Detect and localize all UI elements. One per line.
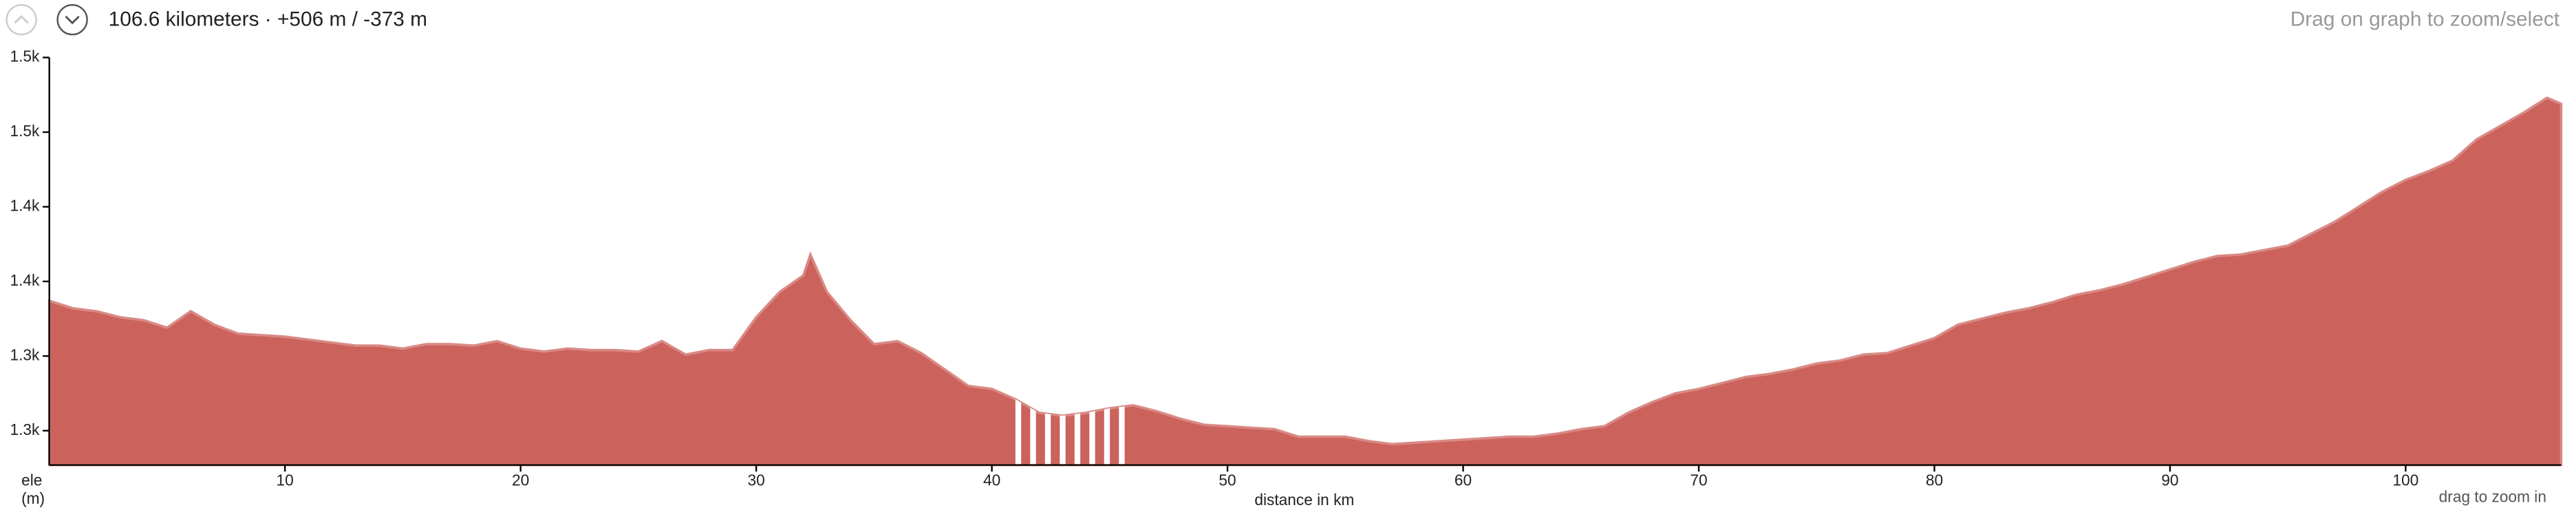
y-tick-label: 1.3k: [10, 420, 41, 438]
y-axis-label: (m): [21, 489, 45, 507]
x-tick-label: 80: [1926, 471, 1943, 489]
zoom-hint: Drag on graph to zoom/select: [2290, 8, 2560, 31]
x-axis-label: distance in km: [1254, 491, 1354, 509]
highlight-stripe: [1015, 98, 1022, 465]
x-tick-label: 70: [1690, 471, 1707, 489]
chevron-up: [14, 14, 29, 24]
highlight-stripe: [1119, 98, 1125, 465]
x-tick-label: 60: [1455, 471, 1472, 489]
y-tick-label: 1.3k: [10, 345, 41, 363]
chevron-down: [65, 15, 80, 25]
highlight-stripe: [1089, 98, 1095, 465]
x-tick-label: 10: [277, 471, 294, 489]
x-tick-label: 30: [748, 471, 765, 489]
x-tick-label: 50: [1219, 471, 1236, 489]
y-tick-label: 1.4k: [10, 196, 41, 214]
x-tick-label: 100: [2393, 471, 2419, 489]
x-tick-label: 20: [512, 471, 529, 489]
highlight-stripe: [1060, 98, 1066, 465]
highlight-stripe: [1104, 98, 1110, 465]
button-circle: [56, 3, 88, 36]
button-circle: [6, 3, 37, 36]
y-tick-label: 1.4k: [10, 271, 41, 289]
highlight-stripe: [1044, 98, 1051, 465]
zoom-in-hint: drag to zoom in: [2439, 487, 2546, 505]
y-tick-label: 1.5k: [10, 47, 41, 65]
elevation-area: [47, 96, 2563, 467]
expand-button[interactable]: [56, 3, 88, 36]
collapse-button[interactable]: [6, 3, 37, 36]
x-tick-label: 40: [983, 471, 1000, 489]
x-tick-label: 90: [2161, 471, 2178, 489]
highlight-stripe: [1030, 98, 1036, 465]
highlight-stripe: [1074, 98, 1081, 465]
highlight-section: [1015, 98, 1125, 465]
y-tick-label: 1.5k: [10, 122, 41, 140]
y-axis-label: ele: [21, 471, 42, 489]
route-summary: 106.6 kilometers · +506 m / -373 m: [109, 8, 427, 31]
